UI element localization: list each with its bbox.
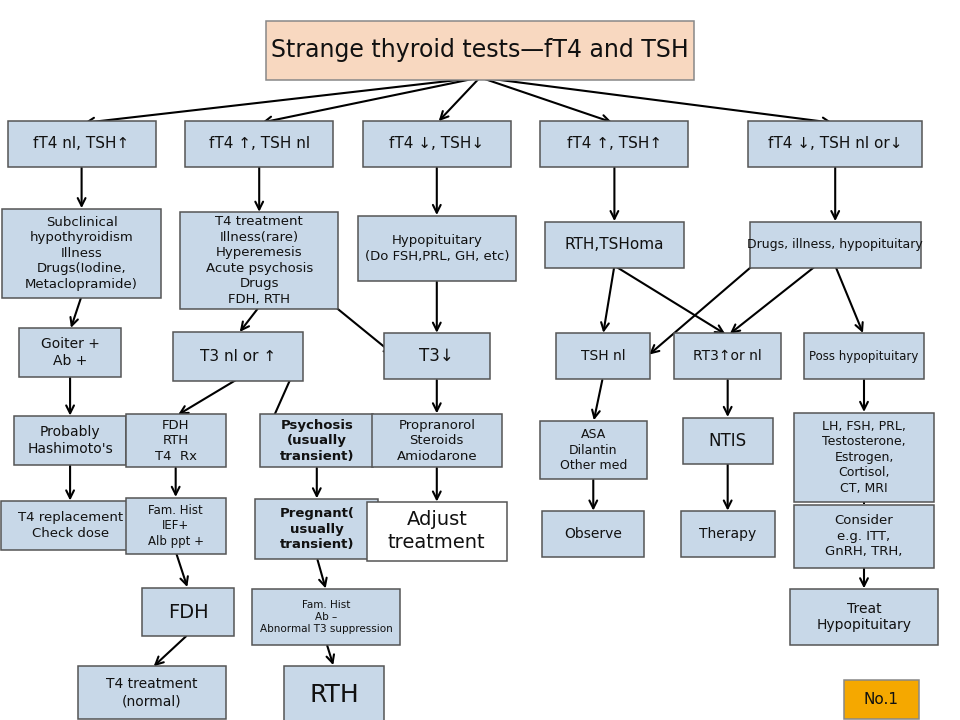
FancyBboxPatch shape bbox=[252, 589, 400, 645]
Text: Goiter +
Ab +: Goiter + Ab + bbox=[40, 338, 100, 368]
FancyBboxPatch shape bbox=[794, 505, 934, 568]
Text: fT4 nl, TSH↑: fT4 nl, TSH↑ bbox=[34, 137, 130, 151]
FancyBboxPatch shape bbox=[542, 511, 644, 557]
FancyBboxPatch shape bbox=[681, 511, 775, 557]
Text: Observe: Observe bbox=[564, 527, 622, 541]
Text: Fam. Hist
IEF+
Alb ppt +: Fam. Hist IEF+ Alb ppt + bbox=[148, 503, 204, 548]
FancyBboxPatch shape bbox=[367, 503, 507, 560]
Text: LH, FSH, PRL,
Testosterone,
Estrogen,
Cortisol,
CT, MRI: LH, FSH, PRL, Testosterone, Estrogen, Co… bbox=[822, 420, 906, 495]
Text: FDH
RTH
T4  Rx: FDH RTH T4 Rx bbox=[155, 418, 197, 463]
FancyBboxPatch shape bbox=[19, 328, 121, 377]
Text: RTH: RTH bbox=[309, 683, 359, 707]
Text: T4 replacement
Check dose: T4 replacement Check dose bbox=[17, 511, 123, 540]
Text: Consider
e.g. ITT,
GnRH, TRH,: Consider e.g. ITT, GnRH, TRH, bbox=[826, 514, 902, 559]
Text: RTH,TSHoma: RTH,TSHoma bbox=[564, 238, 664, 252]
Text: T4 treatment
Illness(rare)
Hyperemesis
Acute psychosis
Drugs
FDH, RTH: T4 treatment Illness(rare) Hyperemesis A… bbox=[205, 215, 313, 306]
Text: Psychosis
(usually
transient): Psychosis (usually transient) bbox=[279, 418, 354, 463]
FancyBboxPatch shape bbox=[1, 501, 139, 550]
Text: Probably
Hashimoto's: Probably Hashimoto's bbox=[27, 426, 113, 456]
Text: FDH: FDH bbox=[168, 603, 208, 621]
FancyBboxPatch shape bbox=[185, 121, 333, 167]
Text: fT4 ↓, TSH nl or↓: fT4 ↓, TSH nl or↓ bbox=[768, 137, 902, 151]
FancyBboxPatch shape bbox=[384, 333, 491, 379]
FancyBboxPatch shape bbox=[545, 222, 684, 268]
Text: RT3↑or nl: RT3↑or nl bbox=[693, 349, 762, 364]
FancyBboxPatch shape bbox=[790, 589, 938, 645]
FancyBboxPatch shape bbox=[14, 416, 126, 465]
FancyBboxPatch shape bbox=[794, 413, 934, 502]
Text: T4 treatment
(normal): T4 treatment (normal) bbox=[106, 678, 198, 708]
FancyBboxPatch shape bbox=[844, 680, 919, 719]
Text: fT4 ↓, TSH↓: fT4 ↓, TSH↓ bbox=[389, 137, 485, 151]
Text: fT4 ↑, TSH nl: fT4 ↑, TSH nl bbox=[208, 137, 310, 151]
Text: T3 nl or ↑: T3 nl or ↑ bbox=[200, 349, 276, 364]
FancyBboxPatch shape bbox=[540, 121, 688, 167]
FancyBboxPatch shape bbox=[358, 216, 516, 281]
FancyBboxPatch shape bbox=[749, 121, 922, 167]
FancyBboxPatch shape bbox=[8, 121, 156, 167]
FancyBboxPatch shape bbox=[674, 333, 781, 379]
FancyBboxPatch shape bbox=[266, 21, 694, 79]
FancyBboxPatch shape bbox=[142, 588, 234, 636]
Text: Treat
Hypopituitary: Treat Hypopituitary bbox=[817, 602, 911, 632]
Text: Propranorol
Steroids
Amiodarone: Propranorol Steroids Amiodarone bbox=[396, 418, 477, 463]
Text: Adjust
treatment: Adjust treatment bbox=[388, 510, 486, 552]
Text: Pregnant(
usually
transient): Pregnant( usually transient) bbox=[279, 507, 354, 552]
FancyBboxPatch shape bbox=[804, 333, 924, 379]
Text: T3↓: T3↓ bbox=[420, 347, 454, 365]
FancyBboxPatch shape bbox=[126, 414, 226, 467]
Text: fT4 ↑, TSH↑: fT4 ↑, TSH↑ bbox=[566, 137, 662, 151]
FancyBboxPatch shape bbox=[2, 209, 161, 298]
FancyBboxPatch shape bbox=[372, 414, 502, 467]
Text: No.1: No.1 bbox=[864, 693, 899, 707]
FancyBboxPatch shape bbox=[540, 420, 647, 480]
Text: Poss hypopituitary: Poss hypopituitary bbox=[809, 350, 919, 363]
FancyBboxPatch shape bbox=[556, 333, 650, 379]
Text: Subclinical
hypothyroidism
Illness
Drugs(Iodine,
Metaclopramide): Subclinical hypothyroidism Illness Drugs… bbox=[25, 216, 138, 291]
FancyBboxPatch shape bbox=[173, 332, 303, 381]
FancyBboxPatch shape bbox=[255, 499, 378, 559]
FancyBboxPatch shape bbox=[260, 414, 373, 467]
FancyBboxPatch shape bbox=[180, 212, 338, 309]
Text: NTIS: NTIS bbox=[708, 431, 747, 449]
FancyBboxPatch shape bbox=[750, 222, 921, 268]
FancyBboxPatch shape bbox=[683, 418, 773, 464]
Text: Fam. Hist
Ab –
Abnormal T3 suppression: Fam. Hist Ab – Abnormal T3 suppression bbox=[260, 600, 393, 634]
Text: ASA
Dilantin
Other med: ASA Dilantin Other med bbox=[560, 428, 627, 472]
Text: Hypopituitary
(Do FSH,PRL, GH, etc): Hypopituitary (Do FSH,PRL, GH, etc) bbox=[365, 234, 509, 263]
FancyBboxPatch shape bbox=[78, 666, 226, 719]
FancyBboxPatch shape bbox=[363, 121, 511, 167]
Text: Therapy: Therapy bbox=[699, 527, 756, 541]
FancyBboxPatch shape bbox=[126, 498, 226, 554]
Text: Drugs, illness, hypopituitary: Drugs, illness, hypopituitary bbox=[747, 238, 924, 251]
Text: TSH nl: TSH nl bbox=[581, 349, 625, 364]
Text: Strange thyroid tests—fT4 and TSH: Strange thyroid tests—fT4 and TSH bbox=[271, 38, 689, 63]
FancyBboxPatch shape bbox=[284, 665, 384, 720]
